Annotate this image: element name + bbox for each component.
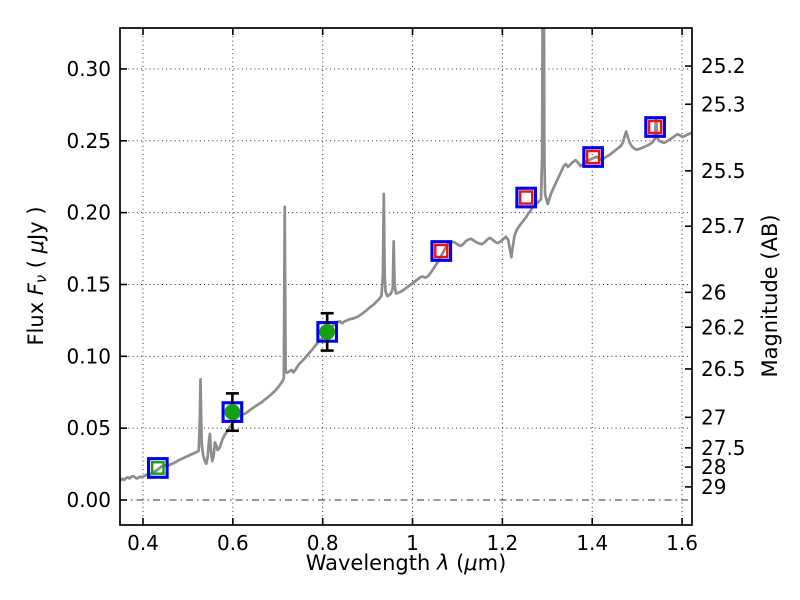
y-tick-label-magnitude: 25.3: [701, 92, 746, 116]
model-spectrum-line: [120, 28, 692, 482]
y-axis-label-magnitude: Magnitude (AB): [758, 214, 782, 378]
y-tick-label-flux: 0.30: [66, 57, 111, 81]
marker-outer-square: [515, 186, 538, 209]
y-tick-label-flux: 0.05: [66, 416, 111, 440]
photometry-point: [582, 146, 604, 168]
photometry-point: [515, 186, 538, 209]
y-tick-label-magnitude: 26: [701, 280, 726, 304]
x-tick-label: 0.4: [127, 531, 159, 555]
y-tick-label-magnitude: 26.2: [701, 315, 746, 339]
x-tick-label: 1.6: [666, 531, 698, 555]
x-tick-label: 0.6: [217, 531, 249, 555]
marker-outer-square: [582, 146, 604, 168]
marker-inner-red-square: [518, 190, 534, 205]
y-axis-label-flux: Flux Fν ( μJy ): [24, 206, 51, 346]
grid: [120, 28, 692, 525]
x-tick-label: 1.2: [486, 531, 518, 555]
ticks: 0.4 0.6 0.8 1 1.2 1.4 1.6 0.00 0.05 0.10 0.15 0.20 0…: [66, 28, 746, 555]
x-tick-label: 1: [406, 531, 419, 555]
marker-outer-square: [430, 240, 453, 262]
marker-inner-green-square: [150, 461, 165, 475]
marker-inner-red-square: [647, 119, 663, 135]
marker-outer-square: [146, 457, 169, 479]
y-tick-label-magnitude: 25.2: [701, 54, 746, 78]
y-tick-label-flux: 0.15: [66, 272, 111, 296]
y-tick-label-magnitude: 27.5: [701, 436, 746, 460]
marker-green-circle: [224, 404, 241, 420]
x-tick-label: 1.4: [576, 531, 608, 555]
marker-green-circle: [319, 323, 336, 340]
y-tick-label-flux: 0.25: [66, 129, 111, 153]
y-tick-label-magnitude: 27: [701, 405, 726, 429]
x-tick-label: 0.8: [307, 531, 339, 555]
y-tick-label-magnitude: 28: [701, 455, 726, 479]
y-tick-label-magnitude: 26.5: [701, 357, 746, 381]
y-tick-label-magnitude: 25.5: [701, 159, 746, 183]
photometry-point: [221, 392, 244, 433]
y-tick-label-flux: 0.00: [66, 488, 111, 512]
marker-inner-red-square: [585, 149, 601, 165]
marker-inner-red-square: [434, 243, 449, 259]
y-tick-label-magnitude: 25.7: [701, 214, 746, 238]
photometry-point: [146, 457, 169, 479]
photometry-point: [644, 116, 666, 138]
y-tick-label-flux: 0.10: [66, 344, 111, 368]
photometry-point: [430, 240, 453, 262]
y-tick-label-magnitude: 29: [701, 475, 726, 499]
photometry-point: [316, 311, 339, 352]
plot-frame: [119, 27, 693, 526]
y-tick-label-flux: 0.20: [66, 201, 111, 225]
x-axis-label-wavelength: Wavelength λ (μm): [305, 551, 507, 575]
marker-outer-square: [644, 116, 666, 138]
